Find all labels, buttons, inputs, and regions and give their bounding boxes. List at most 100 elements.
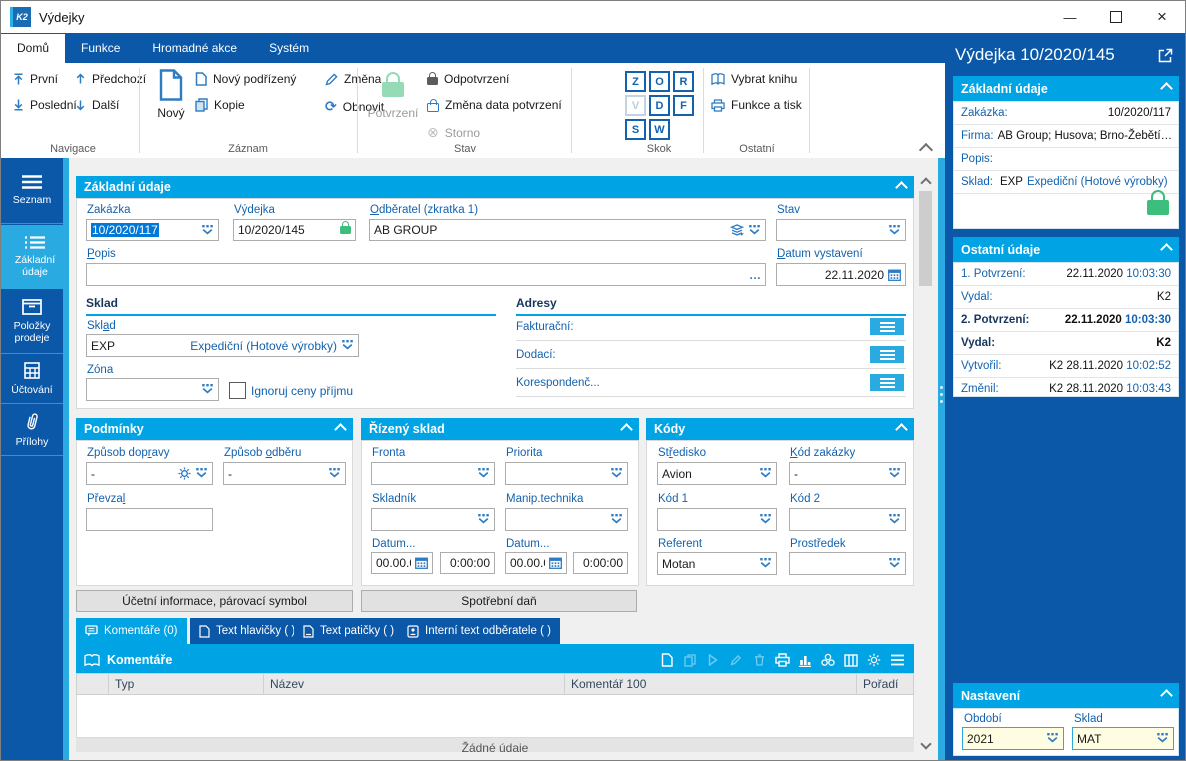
select-book-button[interactable]: Vybrat knihu: [711, 72, 797, 86]
grid-menu-icon[interactable]: [888, 651, 906, 669]
spotrebni-dan-button[interactable]: Spotřební daň: [361, 590, 637, 612]
dropdown-icon[interactable]: [759, 514, 772, 525]
chart-icon[interactable]: [796, 651, 814, 669]
zona-field[interactable]: [86, 378, 219, 401]
new-record-button[interactable]: Nový: [149, 69, 193, 120]
dropdown-icon[interactable]: [748, 224, 761, 236]
skladnik-field[interactable]: [371, 508, 495, 531]
jump-key-w[interactable]: W: [649, 119, 670, 140]
priorita-field[interactable]: [505, 462, 628, 485]
kod2-field[interactable]: [789, 508, 906, 531]
scroll-up-icon[interactable]: [917, 173, 934, 189]
prevzal-field[interactable]: [86, 508, 213, 531]
collapse-panel-icon[interactable]: [334, 422, 347, 436]
dropdown-icon[interactable]: [610, 468, 623, 479]
sidebar-item-polozky-prodeje[interactable]: Položky prodeje: [1, 290, 63, 354]
collapse-section-icon[interactable]: [1160, 82, 1173, 95]
previous-button[interactable]: Předchozí: [75, 72, 146, 86]
jump-key-o[interactable]: O: [649, 71, 670, 92]
grid-column-nazev[interactable]: Název: [264, 674, 565, 694]
grid-column-komentar[interactable]: Komentář 100: [565, 674, 857, 694]
dropdown-icon[interactable]: [1046, 733, 1059, 744]
change-confirm-date-button[interactable]: Změna data potvrzení: [427, 98, 562, 112]
more-icon[interactable]: …: [749, 267, 761, 282]
storno-button[interactable]: ⊗ Storno: [427, 124, 481, 140]
collapse-ribbon-icon[interactable]: [918, 142, 934, 158]
datum-vystaveni-field[interactable]: 22.11.2020: [776, 263, 906, 286]
kod1-field[interactable]: [657, 508, 777, 531]
change-button[interactable]: Změna: [325, 72, 381, 86]
zpusob-odberu-field[interactable]: -: [223, 462, 346, 485]
tab-hromadne-akce[interactable]: Hromadné akce: [152, 41, 238, 55]
panel-splitter[interactable]: [938, 158, 945, 760]
gear-icon[interactable]: [178, 467, 191, 480]
scroll-down-icon[interactable]: [917, 737, 934, 753]
ignoruj-ceny-checkbox[interactable]: [229, 382, 246, 399]
dropdown-icon[interactable]: [888, 514, 901, 525]
datum2-time-field[interactable]: 0:00:00: [573, 552, 628, 574]
sidebar-item-seznam[interactable]: Seznam: [1, 158, 63, 224]
functions-print-button[interactable]: Funkce a tisk: [711, 98, 802, 112]
datum1-time-field[interactable]: 0:00:00: [440, 552, 495, 574]
obdobi-field[interactable]: 2021: [962, 727, 1064, 750]
vydejka-field[interactable]: 10/2020/145: [233, 219, 356, 241]
unconfirm-button[interactable]: Odpotvrzení: [427, 72, 509, 86]
referent-field[interactable]: Motan: [657, 552, 777, 575]
confirm-button[interactable]: Potvrzení: [363, 72, 423, 120]
edit-record-icon[interactable]: [727, 651, 745, 669]
grid-column-typ[interactable]: Typ: [109, 674, 264, 694]
tab-domu[interactable]: Domů: [1, 34, 66, 63]
new-child-button[interactable]: Nový podřízený: [195, 72, 296, 86]
collapse-panel-icon[interactable]: [895, 180, 908, 194]
maximize-button[interactable]: [1093, 1, 1139, 33]
new-record-icon[interactable]: [658, 651, 676, 669]
dodaci-menu-button[interactable]: [870, 346, 904, 363]
tab-komentare[interactable]: Komentáře (0): [76, 618, 187, 644]
nastaveni-sklad-field[interactable]: MAT: [1072, 727, 1174, 750]
settings-gear-icon[interactable]: [865, 651, 883, 669]
stredisko-field[interactable]: Avion: [657, 462, 777, 485]
kod-zakazky-field[interactable]: -: [789, 462, 906, 485]
dropdown-icon[interactable]: [477, 514, 490, 525]
tab-funkce[interactable]: Funkce: [81, 41, 121, 55]
calendar-icon[interactable]: [888, 269, 901, 281]
datum2-date-field[interactable]: 00.00.0000: [505, 552, 567, 574]
dropdown-icon[interactable]: [195, 468, 208, 479]
sidebar-item-prilohy[interactable]: Přílohy: [1, 405, 63, 456]
open-external-icon[interactable]: [1158, 48, 1173, 63]
calendar-icon[interactable]: [415, 557, 428, 569]
jump-key-z[interactable]: Z: [625, 71, 646, 92]
main-scrollbar[interactable]: [917, 173, 934, 753]
last-button[interactable]: Poslední: [13, 98, 77, 112]
popis-field[interactable]: …: [86, 263, 766, 286]
prostredek-field[interactable]: [789, 552, 906, 575]
scrollbar-thumb[interactable]: [919, 191, 932, 286]
korespondencni-menu-button[interactable]: [870, 374, 904, 391]
collapse-panel-icon[interactable]: [895, 422, 908, 436]
print-icon[interactable]: [773, 651, 791, 669]
calendar-icon[interactable]: [549, 557, 562, 569]
dropdown-icon[interactable]: [759, 558, 772, 569]
dropdown-icon[interactable]: [888, 558, 901, 569]
tab-interni-text[interactable]: Interní text odběratele ( ): [398, 618, 560, 644]
jump-key-d[interactable]: D: [649, 95, 670, 116]
detail-icon[interactable]: [704, 651, 722, 669]
sidebar-item-uctovani[interactable]: Účtování: [1, 355, 63, 404]
dropdown-icon[interactable]: [201, 384, 214, 395]
minimize-button[interactable]: —: [1063, 9, 1077, 25]
columns-icon[interactable]: [842, 651, 860, 669]
datum1-date-field[interactable]: 00.00.0000: [371, 552, 433, 574]
dropdown-icon[interactable]: [888, 468, 901, 479]
dropdown-icon[interactable]: [1156, 733, 1169, 744]
jump-key-f[interactable]: F: [673, 95, 694, 116]
sidebar-item-zakladni-udaje[interactable]: Základní údaje: [1, 225, 69, 289]
fakturacni-menu-button[interactable]: [870, 318, 904, 335]
jump-key-v[interactable]: V: [625, 95, 646, 116]
copy-record-icon[interactable]: [681, 651, 699, 669]
tab-text-hlavicky[interactable]: Text hlavičky ( ): [190, 618, 305, 644]
collapse-section-icon[interactable]: [1160, 243, 1173, 256]
delete-record-icon[interactable]: [750, 651, 768, 669]
tab-system[interactable]: Systém: [269, 41, 310, 55]
related-records-icon[interactable]: [819, 651, 837, 669]
jump-key-s[interactable]: S: [625, 119, 646, 140]
